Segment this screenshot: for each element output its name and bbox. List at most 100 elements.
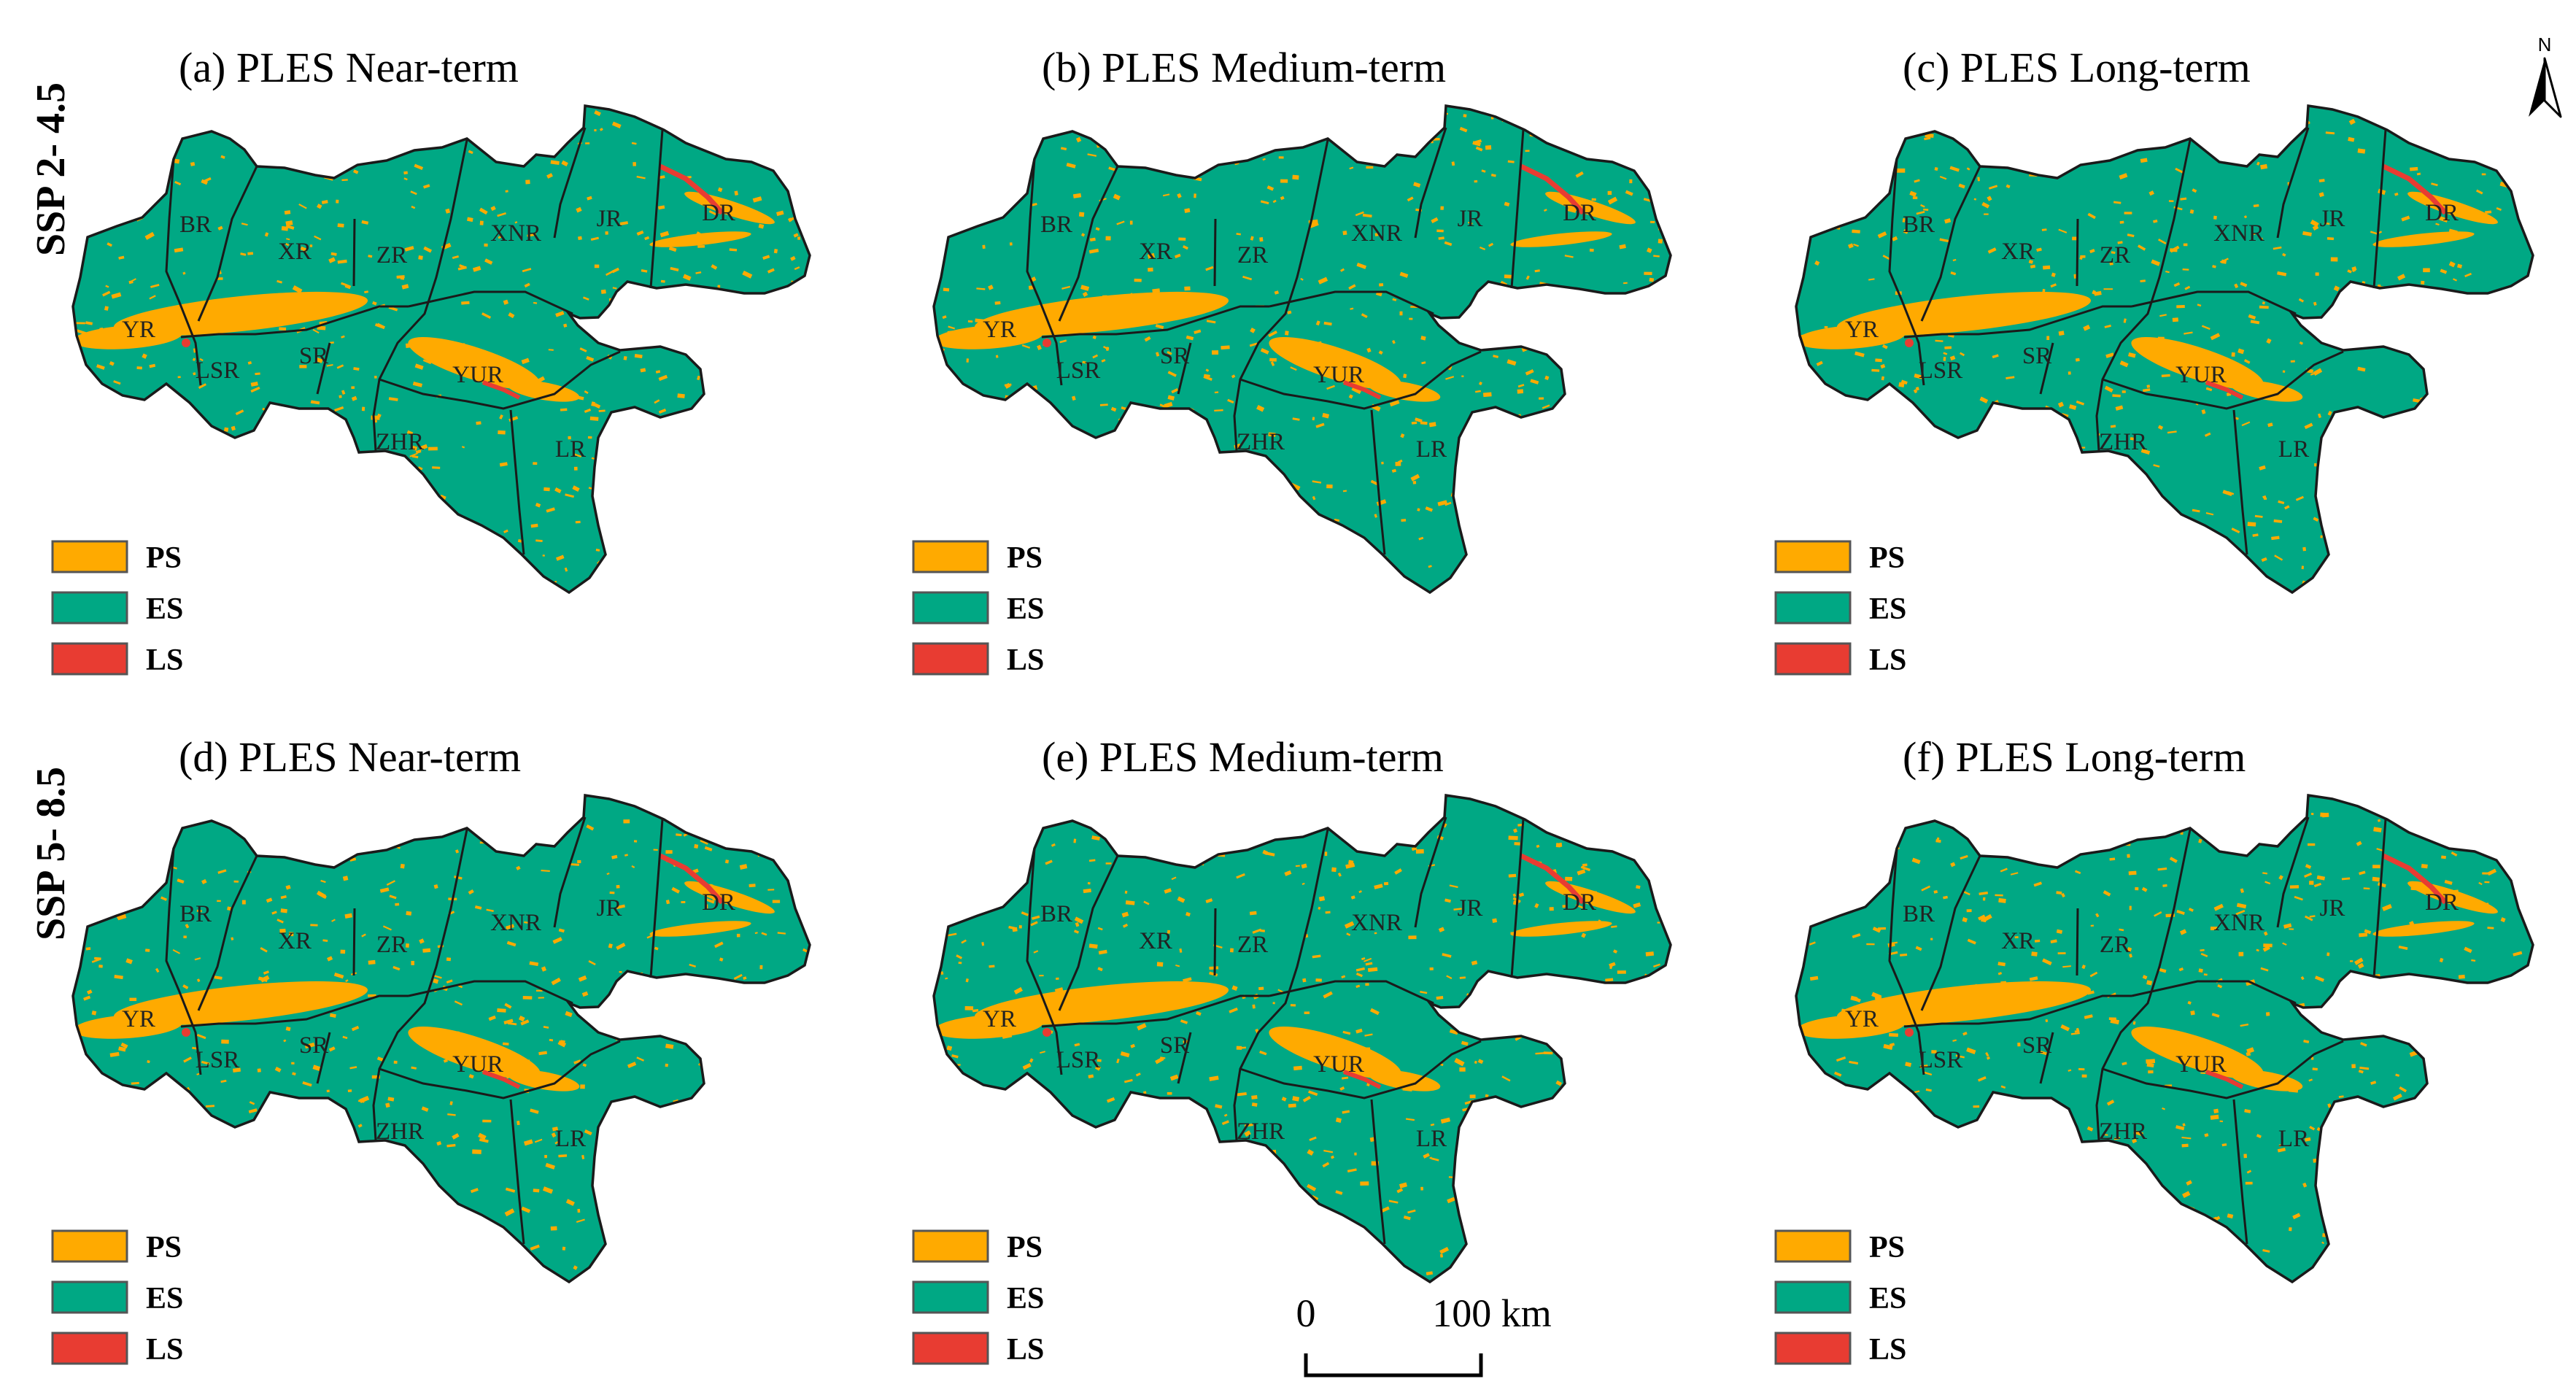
region-label: YR bbox=[122, 1006, 155, 1032]
region-label: YUR bbox=[452, 1051, 503, 1078]
panel-title: (d) PLES Near-term bbox=[179, 733, 521, 781]
region-label: XR bbox=[1139, 928, 1172, 954]
row-labels: SSP 2- 4.5 SSP 5- 8.5 bbox=[28, 82, 74, 940]
map-area: BR XR ZR XNR JR DR YR LSR SR YUR ZHR LR bbox=[932, 104, 1672, 594]
region-label: JR bbox=[1458, 895, 1483, 921]
region-label: XNR bbox=[2213, 910, 2264, 936]
region-label: YR bbox=[983, 1006, 1016, 1032]
region-label: ZHR bbox=[376, 1118, 424, 1145]
region-label: SR bbox=[2022, 343, 2051, 369]
panel-title: (b) PLES Medium-term bbox=[1042, 44, 1446, 91]
panel-title: (f) PLES Long-term bbox=[1903, 733, 2246, 781]
region-label: ZR bbox=[376, 932, 407, 958]
region-borders bbox=[165, 127, 664, 555]
region-label: YUR bbox=[1313, 1051, 1364, 1078]
legend-label: PS bbox=[1869, 1231, 1905, 1264]
legend-swatch bbox=[51, 1229, 128, 1263]
region-label: LSR bbox=[196, 358, 240, 384]
scale-end-label: 100 km bbox=[1432, 1291, 1552, 1335]
north-arrow-icon: N bbox=[2529, 34, 2562, 118]
region-label: LSR bbox=[196, 1047, 240, 1073]
region-label: XNR bbox=[2213, 220, 2264, 247]
map-panel: (b) PLES Medium-term BR XR ZR XNR JR DR YR LSR SR… bbox=[912, 44, 1672, 677]
region-label: ZR bbox=[376, 242, 407, 268]
legend: PS ES LS bbox=[912, 1229, 1044, 1367]
region-labels: BR XR ZR XNR JR DR YR LSR SR YUR ZHR LR bbox=[122, 889, 735, 1152]
legend: PS ES LS bbox=[1774, 1229, 1906, 1367]
land-use-texture bbox=[73, 800, 810, 1282]
region-label: XR bbox=[278, 928, 312, 954]
region-labels: BR XR ZR XNR JR DR YR LSR SR YUR ZHR LR bbox=[983, 200, 1596, 463]
region-label: LR bbox=[2278, 436, 2309, 463]
legend: PS ES LS bbox=[1774, 540, 1906, 677]
legend-swatch bbox=[1774, 1332, 1852, 1365]
legend-swatch bbox=[51, 1332, 128, 1365]
region-label: YR bbox=[983, 317, 1016, 343]
north-label: N bbox=[2538, 34, 2552, 55]
region-label: ZR bbox=[1237, 932, 1268, 958]
legend-swatch bbox=[51, 1280, 128, 1314]
legend-label: ES bbox=[1007, 1282, 1044, 1315]
region-label: BR bbox=[179, 901, 212, 927]
region-label: YUR bbox=[1313, 362, 1364, 388]
map-area: BR XR ZR XNR JR DR YR LSR SR YUR ZHR LR bbox=[71, 794, 811, 1283]
region-label: BR bbox=[1040, 212, 1072, 238]
region-label: BR bbox=[1040, 901, 1072, 927]
region-label: XR bbox=[2001, 928, 2035, 954]
row-label-ssp585: SSP 5- 8.5 bbox=[28, 767, 74, 940]
region-label: ZHR bbox=[1237, 1118, 1285, 1145]
region-label: BR bbox=[1903, 901, 1935, 927]
legend-swatch bbox=[912, 1280, 989, 1314]
legend-swatch bbox=[1774, 1229, 1852, 1263]
region-label: JR bbox=[597, 895, 622, 921]
region-label: ZHR bbox=[376, 429, 424, 455]
legend-swatch bbox=[51, 591, 128, 625]
region-label: JR bbox=[1458, 206, 1483, 232]
region-label: SR bbox=[299, 343, 328, 369]
legend: PS ES LS bbox=[912, 540, 1044, 677]
region-borders bbox=[1888, 816, 2387, 1245]
region-borders bbox=[1026, 816, 1525, 1245]
scale-start-label: 0 bbox=[1296, 1291, 1316, 1335]
region-label: YR bbox=[1845, 1006, 1879, 1032]
region-label: SR bbox=[1160, 343, 1189, 369]
legend-swatch bbox=[1774, 642, 1852, 676]
region-label: XR bbox=[1139, 239, 1172, 265]
region-label: BR bbox=[179, 212, 212, 238]
legend-swatch bbox=[1774, 1280, 1852, 1314]
region-label: SR bbox=[299, 1032, 328, 1059]
region-label: ZR bbox=[1237, 242, 1268, 268]
scale-bar-line bbox=[1304, 1353, 1483, 1377]
region-label: ZHR bbox=[1237, 429, 1285, 455]
region-label: JR bbox=[2320, 206, 2345, 232]
region-label: LSR bbox=[1056, 358, 1101, 384]
land-use-texture bbox=[1796, 109, 2533, 592]
region-label: LR bbox=[1416, 436, 1447, 463]
legend-label: PS bbox=[1007, 1231, 1043, 1264]
legend-swatch bbox=[51, 642, 128, 676]
region-label: XNR bbox=[1351, 220, 1402, 247]
region-label: ZR bbox=[2100, 242, 2130, 268]
region-label: XR bbox=[278, 239, 312, 265]
map-panel: (d) PLES Near-term BR XR ZR XNR JR DR YR LSR SR YU… bbox=[51, 733, 811, 1367]
region-label: DR bbox=[702, 889, 735, 916]
map-panels: (a) PLES Near-term BR XR ZR XNR JR DR YR LSR SR YU… bbox=[51, 44, 2534, 1367]
legend: PS ES LS bbox=[51, 1229, 183, 1367]
region-borders bbox=[1026, 127, 1525, 555]
legend-swatch bbox=[1774, 540, 1852, 573]
region-labels: BR XR ZR XNR JR DR YR LSR SR YUR ZHR LR bbox=[122, 200, 735, 463]
region-label: SR bbox=[1160, 1032, 1189, 1059]
region-label: LSR bbox=[1919, 358, 1963, 384]
region-label: XNR bbox=[490, 910, 541, 936]
legend-label: ES bbox=[146, 592, 183, 626]
legend-label: PS bbox=[146, 541, 182, 575]
region-label: XR bbox=[2001, 239, 2035, 265]
legend-label: LS bbox=[1869, 644, 1906, 677]
region-label: YUR bbox=[452, 362, 503, 388]
map-panel: (e) PLES Medium-term BR XR ZR XNR JR DR YR LSR SR… bbox=[912, 733, 1672, 1367]
region-borders bbox=[165, 816, 664, 1245]
region-label: DR bbox=[702, 200, 735, 226]
region-label: ZHR bbox=[2099, 429, 2147, 455]
